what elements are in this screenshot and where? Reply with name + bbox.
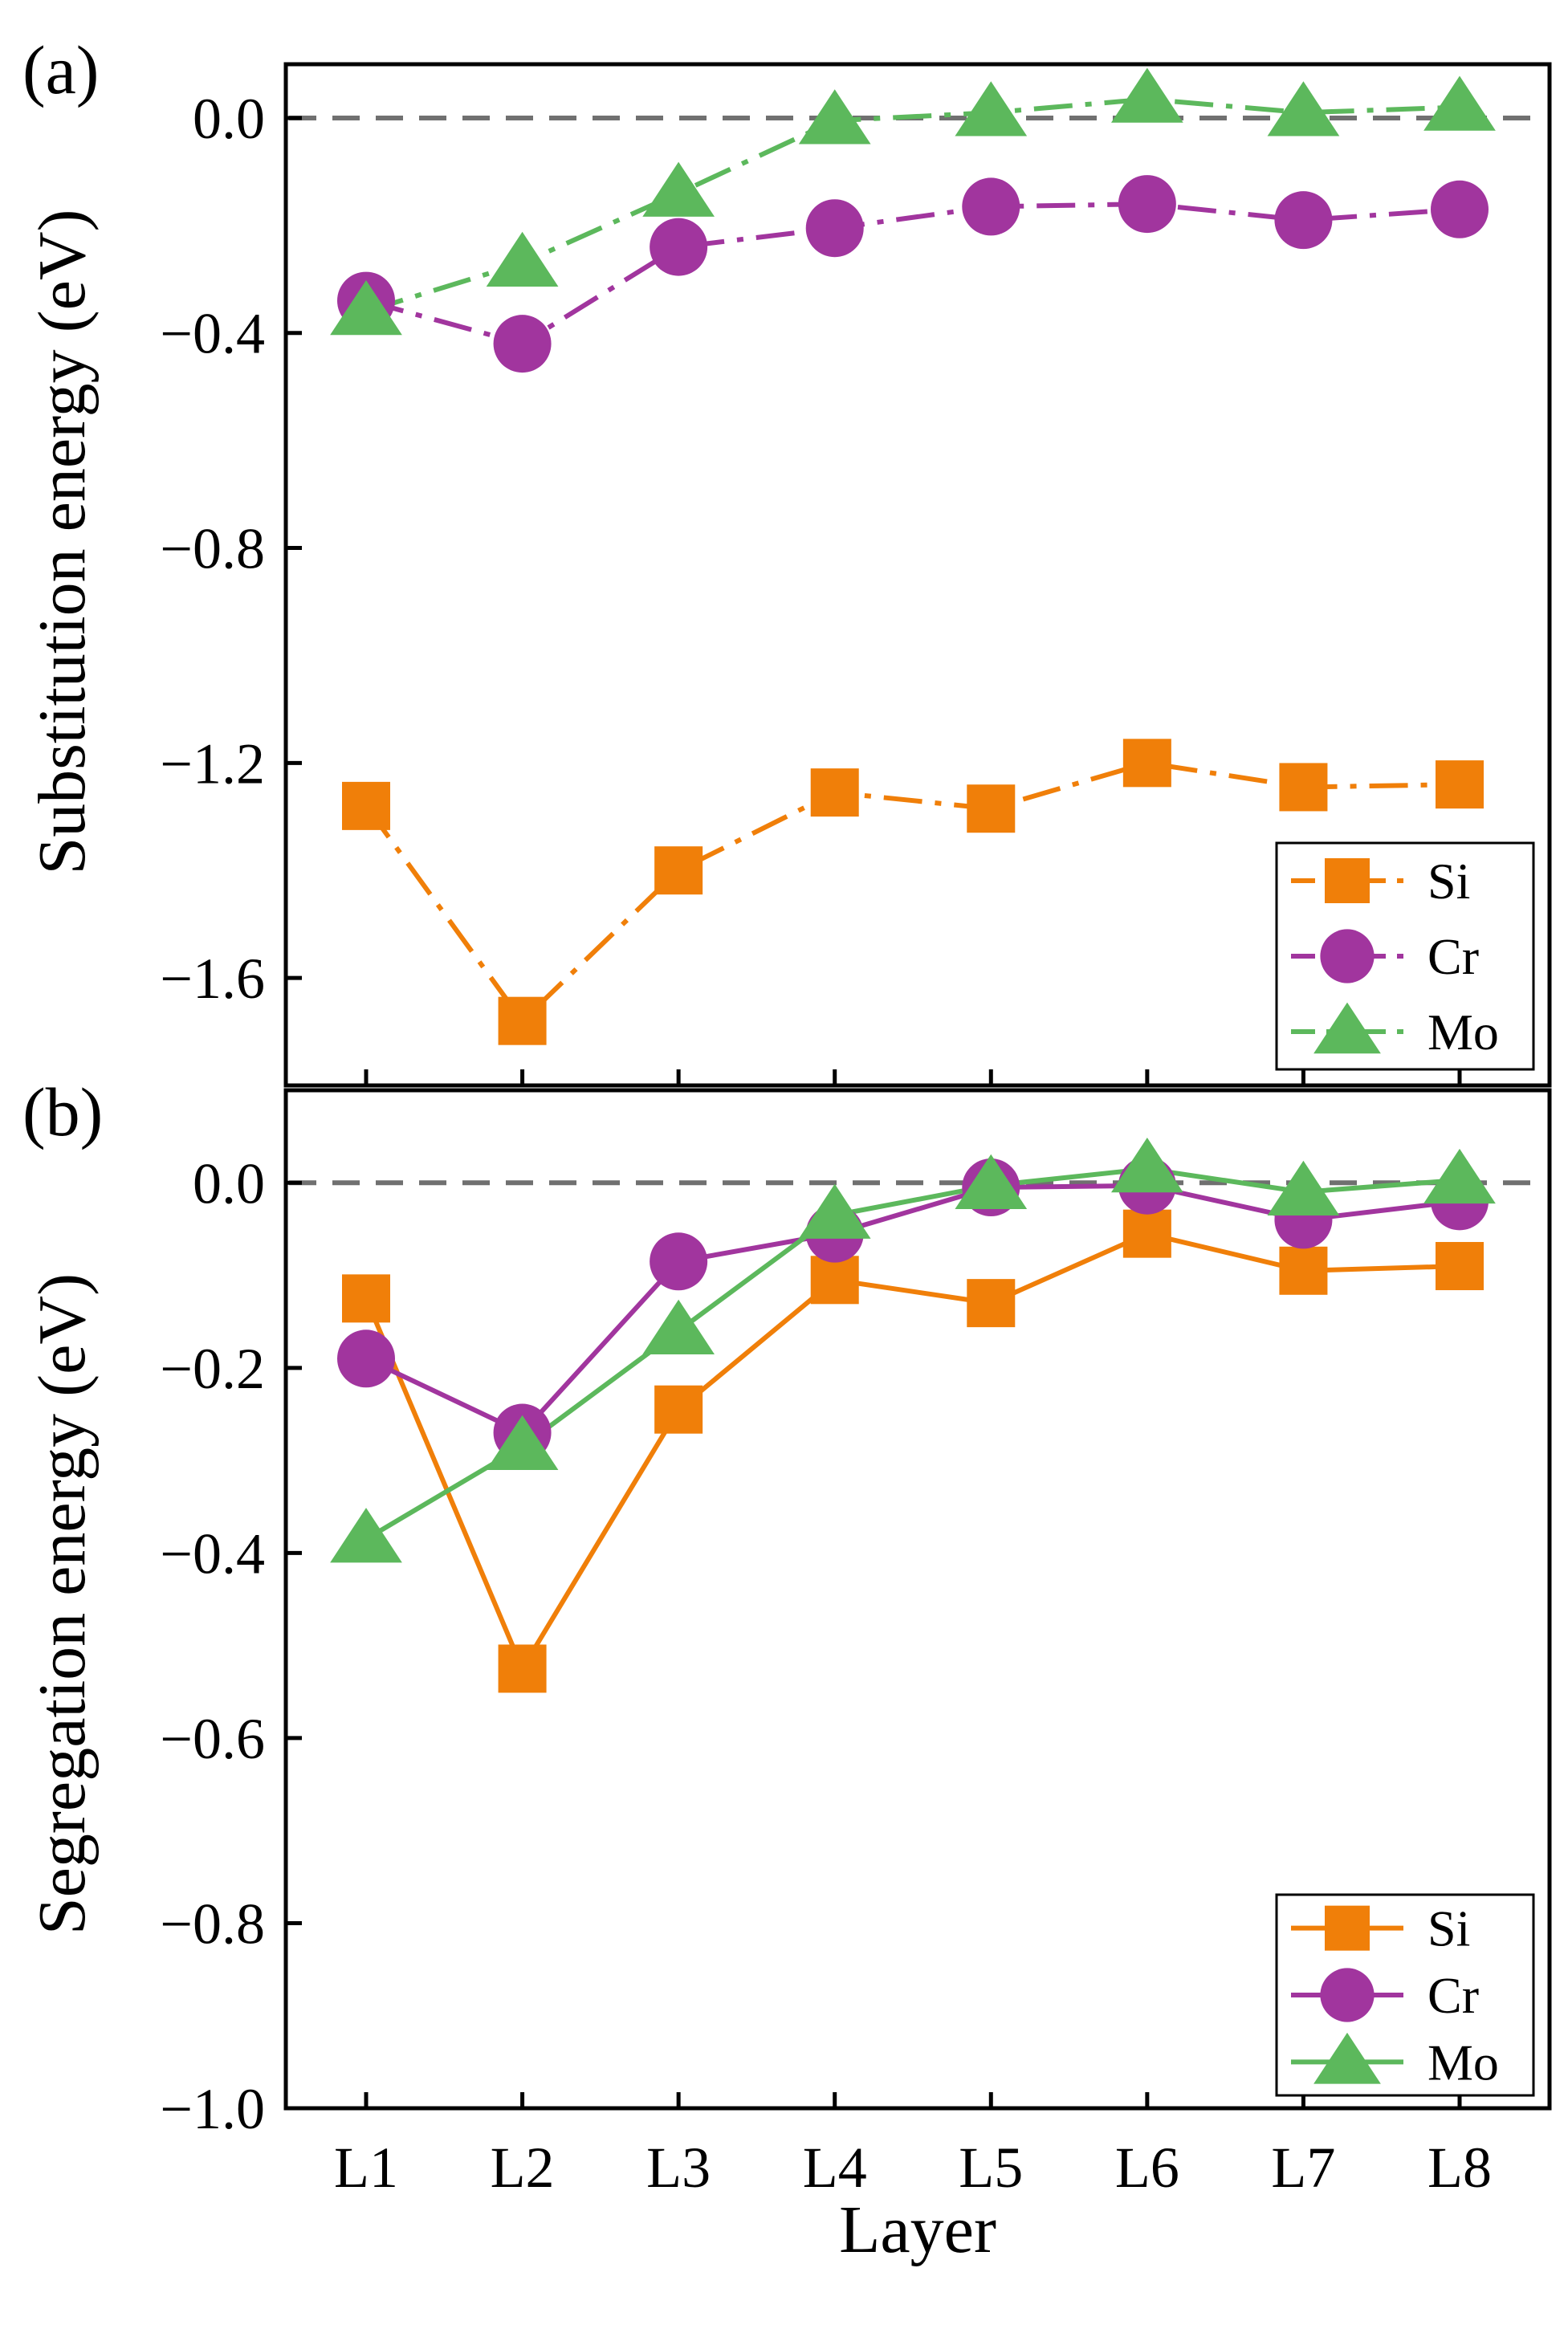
plot-b-point-si	[1122, 1209, 1171, 1258]
plot-b-legend-label-mo: Mo	[1427, 2034, 1499, 2091]
plot-a-ytick-label: −1.2	[160, 731, 265, 796]
plot-b-xtick-label: L2	[491, 2136, 555, 2200]
plot-b-legend-label-cr: Cr	[1427, 1967, 1479, 2024]
plot-b-ytick-label: −0.2	[160, 1337, 265, 1401]
plot-b-ytick-label: −1.0	[160, 2077, 265, 2141]
plot-b-point-si	[498, 1644, 547, 1693]
plot-b-ytick-label: −0.4	[160, 1521, 265, 1586]
plot-a-legend-label-mo: Mo	[1427, 1004, 1499, 1061]
plot-b-point-si	[654, 1385, 703, 1434]
plot-a-point-mo	[1111, 67, 1183, 123]
plot-a-point-mo	[642, 161, 715, 217]
plot-b-point-mo	[955, 1154, 1028, 1209]
panel-a-label: (a)	[22, 31, 99, 108]
plot-b-point-mo	[1111, 1137, 1183, 1193]
plot-a-legend-marker-mo	[1313, 1002, 1381, 1054]
plot-a-ytick-label: −0.4	[160, 302, 265, 366]
plot-b-point-si	[1436, 1242, 1484, 1291]
plot-b-point-si	[967, 1279, 1016, 1328]
plot-b-ytick-label: 0.0	[193, 1151, 265, 1215]
plot-b-ytick-label: −0.6	[160, 1707, 265, 1771]
plot-b-point-si	[1279, 1246, 1328, 1295]
plot-a-series-line-mo	[365, 96, 1460, 314]
plot-b-point-si	[342, 1274, 390, 1323]
plot-b-legend-marker-mo	[1313, 2032, 1381, 2084]
plot-a: 0.0 −0.4 −0.8 −1.2 −1.6 Si Cr Mo	[160, 62, 1552, 1088]
plot-a-point-si	[967, 784, 1016, 833]
plot-a-point-si	[342, 781, 390, 830]
plot-b-ytick-label: −0.8	[160, 1891, 265, 1956]
panel-b-ylabel: Segregation energy (eV)	[25, 1273, 100, 1935]
plot-b-xtick-label: L4	[803, 2136, 867, 2200]
plot-a-legend	[1275, 841, 1535, 1071]
plot-a-ytick-label: −0.8	[160, 517, 265, 581]
panel-b-label: (b)	[22, 1073, 103, 1150]
plot-a-point-cr	[805, 199, 864, 258]
plot-a-point-mo	[1423, 75, 1496, 131]
plot-b-series-line-si	[364, 1231, 1460, 1671]
plot-b-point-mo	[330, 1508, 402, 1563]
plot-a-point-si	[1279, 763, 1328, 812]
plot-a-point-si	[498, 996, 547, 1045]
plot-b: 0.0 −0.2 −0.4 −0.6 −0.8 −1.0 L1 L2 L3 L4 L5 L6 L7 L8 S…	[160, 1088, 1552, 2200]
plot-a-point-cr	[1274, 191, 1333, 250]
plot-b-xtick-label: L1	[334, 2136, 398, 2200]
plot-b-point-si	[810, 1256, 859, 1305]
plot-b-point-cr	[337, 1329, 395, 1388]
plot-a-point-mo	[1267, 81, 1340, 136]
plot-a-ytick-label: −1.6	[160, 947, 265, 1011]
plot-b-point-mo	[642, 1299, 715, 1354]
plot-b-legend-marker-cr	[1320, 1968, 1375, 2022]
plot-a-frame	[283, 62, 1552, 1088]
x-axis-title: Layer	[839, 2193, 996, 2267]
plot-a-point-mo	[955, 81, 1028, 136]
plot-a-legend-marker-si	[1325, 858, 1370, 903]
plot-a-point-si	[810, 768, 859, 817]
plot-a-point-cr	[1118, 175, 1176, 234]
plot-a-point-si	[654, 846, 703, 895]
plot-b-point-mo	[1423, 1148, 1496, 1204]
plot-b-xtick-label: L3	[646, 2136, 711, 2200]
plot-a-legend-label-si: Si	[1427, 853, 1470, 910]
plot-a-point-mo	[486, 231, 559, 287]
plot-b-legend-label-si: Si	[1427, 1900, 1470, 1957]
plot-a-legend-label-cr: Cr	[1427, 928, 1479, 985]
plot-b-frame	[283, 1088, 1552, 2111]
plot-a-point-cr	[650, 218, 708, 276]
plot-a-series-line-si	[364, 760, 1460, 1024]
plot-a-point-mo	[330, 279, 402, 336]
plot-b-xtick-label: L5	[959, 2136, 1023, 2200]
plot-a-point-cr	[493, 315, 552, 373]
plot-b-xtick-label: L7	[1271, 2136, 1335, 2200]
plot-a-point-si	[1436, 760, 1484, 809]
plot-b-legend-marker-si	[1325, 1905, 1370, 1951]
panel-a-ylabel: Substitution energy (eV)	[25, 209, 100, 874]
plot-b-point-mo	[798, 1183, 871, 1239]
plot-a-legend-marker-cr	[1320, 929, 1375, 983]
plot-a-ytick-label: 0.0	[193, 87, 265, 151]
plot-a-point-si	[1122, 739, 1171, 788]
plot-a-point-mo	[798, 89, 871, 145]
plot-b-point-cr	[650, 1232, 708, 1291]
plot-a-point-cr	[1431, 180, 1489, 238]
plot-a-point-cr	[962, 177, 1020, 236]
plot-b-point-mo	[1267, 1160, 1340, 1216]
plot-b-xtick-label: L8	[1427, 2136, 1492, 2200]
plot-b-xtick-label: L6	[1115, 2136, 1179, 2200]
plot-b-point-mo	[486, 1415, 559, 1471]
